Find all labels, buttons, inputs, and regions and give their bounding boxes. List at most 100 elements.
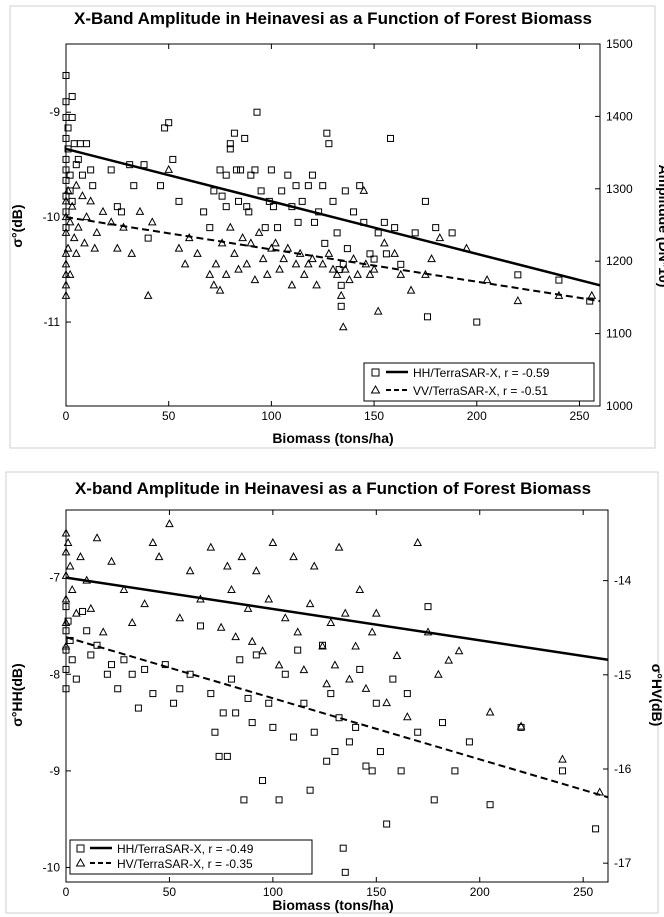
chart-1-series-0-point [397, 260, 405, 268]
chart-1-series-1-point [287, 280, 297, 289]
chart-2-frame [5, 471, 659, 914]
chart-1-series-1-point [80, 238, 89, 247]
chart-2-series-0-point [196, 622, 204, 630]
chart-2-series-1-point [423, 627, 433, 636]
chart-1-svg: X-Band Amplitude in Heinavesi as a Funct… [9, 5, 664, 449]
chart-1-series-1-point [61, 196, 71, 205]
chart-2-series-1-point [330, 660, 340, 669]
chart-1-series-0-point [337, 302, 345, 310]
chart-1-series-0-point [222, 171, 230, 179]
chart-1-series-0-point [200, 208, 208, 216]
chart-1-series-1-point [340, 264, 350, 273]
chart-2-series-1-point [196, 594, 205, 603]
chart-1-series-0-point [78, 171, 86, 179]
chart-2-y-tick-label: -9 [49, 764, 60, 778]
chart-1-series-0-point [169, 155, 177, 163]
chart-1-series-0-point [232, 166, 240, 174]
chart-2-series-1-point [351, 641, 360, 650]
chart-1-series-0-point [473, 318, 481, 326]
chart-1-series-0-point [356, 182, 364, 190]
chart-2-series-1-point [392, 650, 402, 659]
chart-2-series-1-point [334, 542, 344, 551]
chart-2-series-1-point [322, 679, 331, 688]
chart-1-series-1-point [61, 280, 71, 289]
chart-1-series-0-point [62, 71, 70, 79]
chart-1-series-1-point [61, 259, 71, 268]
chart-1-series-1-point [267, 243, 276, 252]
chart-2-series-1-point [274, 660, 284, 669]
chart-1-series-1-point [254, 227, 264, 236]
chart-1-series-1-point [242, 259, 252, 268]
chart-2-series-1-point [326, 617, 336, 627]
chart-1-series-1-point [336, 290, 346, 299]
chart-1-series-0-point [62, 134, 70, 142]
chart-1-series-0-point [335, 266, 343, 274]
chart-2-series-0-trend-line [65, 576, 609, 662]
chart-2-series-1-point [258, 646, 267, 655]
chart-1-series-1-point [113, 243, 122, 252]
chart-2-series-0-point [362, 762, 370, 770]
chart-1-series-1-point [230, 248, 239, 257]
chart-1-series-1-point [587, 290, 597, 299]
chart-1-series-0-point [387, 134, 395, 142]
chart-1-series-0-point [341, 187, 349, 195]
chart-2-series-1-point [140, 599, 149, 608]
chart-1-series-0-point [62, 98, 70, 106]
chart-2-y2label: σ°HV(dB) [649, 664, 664, 727]
chart-2-series-1-point [61, 547, 71, 556]
chart-1-series-0-point [308, 171, 316, 179]
chart-1-series-0-point [74, 155, 82, 163]
chart-1-series-0-point [555, 276, 563, 284]
chart-2-x-tick-label: 250 [573, 885, 593, 899]
chart-2-series-0-point [558, 767, 566, 775]
chart-1-series-1-point [215, 285, 225, 294]
chart-2-series-1-point [371, 608, 381, 617]
chart-1-series-1-point [69, 233, 79, 242]
chart-1-legend-entry-vv: VV/TerraSAR-X, r = -0.51 [413, 384, 548, 398]
chart-2-y2-tick-label: -15 [614, 668, 632, 682]
chart-1-series-0-point [113, 203, 121, 211]
chart-2-series-0-point [79, 607, 87, 615]
chart-2-title: X-band Amplitude in Heinavesi as a Funct… [75, 479, 591, 498]
chart-1-series-1-point [71, 180, 81, 189]
chart-2-series-0-point [592, 825, 600, 833]
chart-1-series-0-point [222, 203, 230, 211]
chart-1-series-1-point [92, 227, 102, 236]
chart-1-series-1-point [147, 217, 157, 226]
chart-1-series-0-point [448, 229, 456, 237]
chart-1-series-1-point [406, 285, 416, 294]
chart-2-series-1-point [305, 599, 315, 608]
chart-1-series-1-point [390, 248, 399, 257]
chart-1-series-1-point [63, 243, 73, 252]
chart-2-series-0-point [403, 690, 411, 698]
chart-1-legend: HH/TerraSAR-X, r = -0.59 VV/TerraSAR-X, … [363, 362, 595, 402]
chart-1-y-tick-label: -9 [49, 105, 60, 119]
chart-2-ylabel: σ°HH(dB) [9, 663, 25, 726]
chart-2-svg: X-band Amplitude in Heinavesi as a Funct… [5, 471, 664, 914]
chart-1-series-0-point [374, 229, 382, 237]
chart-1-series-0-point [62, 208, 70, 216]
chart-2-series-0-point [376, 748, 384, 756]
chart-2-plot-area [65, 509, 609, 883]
chart-1-series-1-point [318, 259, 328, 268]
chart-1-series-0-point [66, 171, 74, 179]
chart-1-series-1-point [271, 238, 280, 247]
chart-1-series-0-point [161, 124, 169, 132]
chart-1-series-0-point [294, 218, 302, 226]
chart-1-series-1-point [205, 269, 215, 278]
chart-2-series-1-point [434, 669, 443, 678]
chart-2-legend-entry-hv: HV/TerraSAR-X, r = -0.35 [117, 857, 253, 871]
chart-1-series-1-point [258, 254, 268, 263]
chart-2-series-0-point [397, 767, 405, 775]
chart-1-series-1-point [67, 201, 77, 210]
chart-1-series-1-point [299, 269, 309, 278]
chart-2-series-0-point [323, 757, 331, 765]
chart-1-series-0-point [64, 124, 72, 132]
chart-2-series-1-point [65, 561, 75, 570]
chart-2-series-1-point [237, 552, 247, 561]
chart-2-series-1-trend-line [65, 636, 609, 799]
chart-1-series-0-point [62, 166, 70, 174]
chart-1-series-0-point [68, 92, 76, 100]
chart-2-series-0-point [232, 709, 240, 717]
chart-1-series-1-trend-line [65, 216, 601, 303]
